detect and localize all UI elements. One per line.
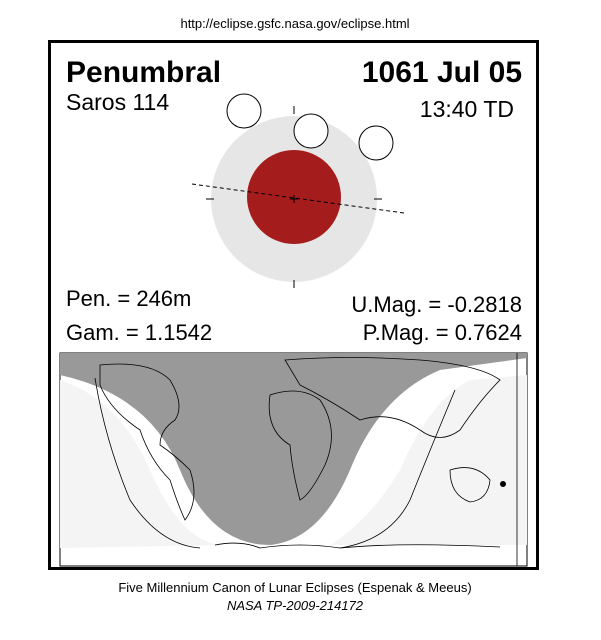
map — [59, 352, 528, 567]
penumbral-magnitude: P.Mag. = 0.7624 — [363, 320, 522, 345]
ticks — [206, 106, 382, 288]
moon — [226, 93, 262, 129]
eclipse-type: Penumbral — [66, 56, 221, 89]
eclipse-date: 1061 Jul 05 — [362, 56, 522, 89]
umbral-magnitude: U.Mag. = -0.2818 — [351, 292, 522, 317]
saros: Saros 114 — [66, 89, 169, 115]
footer-title: Five Millennium Canon of Lunar Eclipses … — [118, 580, 471, 595]
gamma: Gam. = 1.1542 — [66, 320, 212, 345]
footer-reference: NASA TP-2009-214172 — [227, 598, 364, 613]
moon — [293, 113, 329, 149]
time: 13:40 TD — [420, 96, 514, 122]
pen-duration: Pen. = 246m — [66, 286, 191, 311]
moon — [358, 125, 394, 161]
url: http://eclipse.gsfc.nasa.gov/eclipse.htm… — [180, 16, 409, 31]
